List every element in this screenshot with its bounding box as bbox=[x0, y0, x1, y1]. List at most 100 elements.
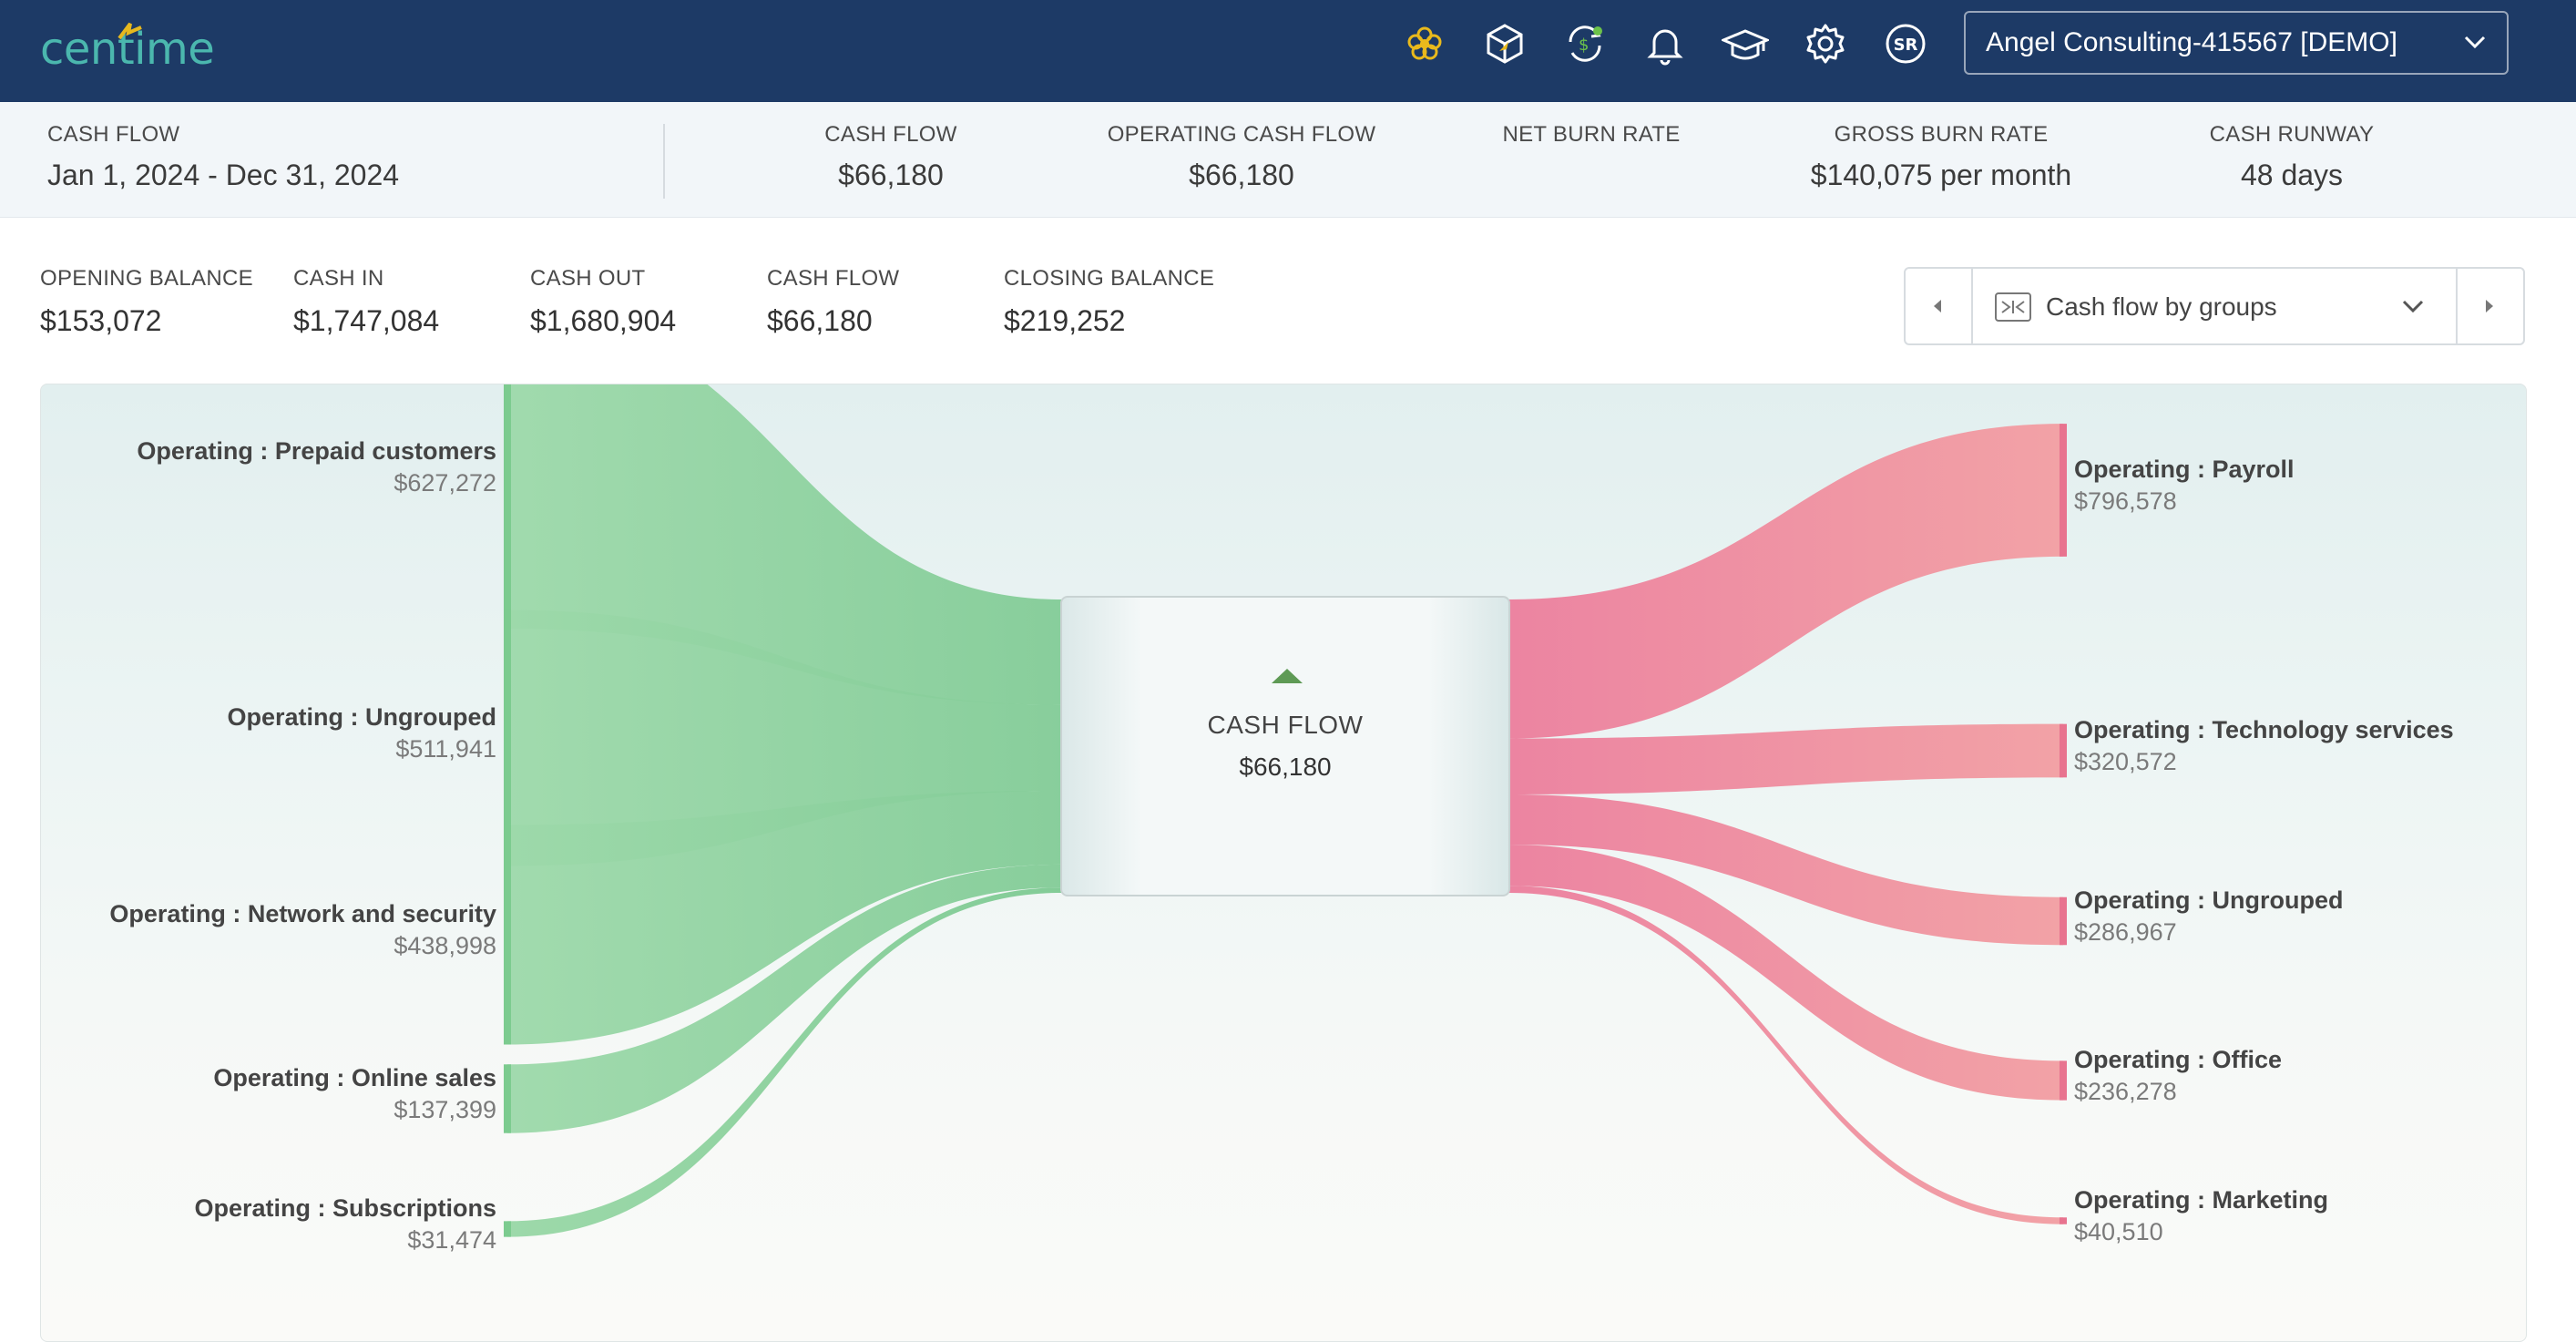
kpi-caption: NET BURN RATE bbox=[1502, 122, 1681, 147]
logo-mark-icon bbox=[118, 22, 142, 40]
gear-icon[interactable] bbox=[1802, 20, 1849, 67]
inflow-ribbon-4[interactable] bbox=[507, 864, 1062, 1133]
outflow-node-label[interactable]: Operating : Ungrouped $286,967 bbox=[2074, 886, 2343, 947]
outflow-node-label[interactable]: Operating : Technology services $320,572 bbox=[2074, 716, 2454, 776]
inflow-ribbon-5[interactable] bbox=[507, 887, 1062, 1237]
kpi-cash-flow: CASH FLOW $66,180 bbox=[824, 122, 956, 192]
svg-text:$: $ bbox=[1579, 36, 1589, 55]
node-value: $796,578 bbox=[2074, 487, 2177, 515]
balance-caption: CASH FLOW bbox=[767, 266, 900, 291]
company-select[interactable]: Angel Consulting-415567 [DEMO] bbox=[1964, 11, 2509, 75]
previous-view-button[interactable] bbox=[1906, 269, 1973, 343]
user-initials-icon[interactable]: SR bbox=[1882, 20, 1929, 67]
chevron-down-icon[interactable] bbox=[2401, 298, 2425, 314]
node-name: Operating : Technology services bbox=[2074, 716, 2454, 743]
kpi-caption: CASH RUNWAY bbox=[2209, 122, 2375, 147]
next-view-button[interactable] bbox=[2456, 269, 2523, 343]
caret-left-icon bbox=[1931, 298, 1944, 319]
node-value: $627,272 bbox=[394, 469, 496, 497]
node-name: Operating : Ungrouped bbox=[227, 703, 496, 731]
sankey-view-icon bbox=[1995, 292, 2031, 322]
kpi-value: $66,180 bbox=[1189, 159, 1294, 191]
center-caption: CASH FLOW bbox=[1207, 711, 1364, 739]
cube-icon[interactable] bbox=[1481, 20, 1528, 67]
inflow-ribbon-3[interactable] bbox=[507, 790, 1062, 1045]
kpi-gross-burn-rate: GROSS BURN RATE $140,075 per month bbox=[1811, 122, 2071, 192]
company-name: Angel Consulting-415567 [DEMO] bbox=[1986, 27, 2397, 57]
balance-value: $1,680,904 bbox=[530, 304, 677, 337]
inflow-node-bar bbox=[504, 1221, 511, 1237]
period-range: Jan 1, 2024 - Dec 31, 2024 bbox=[47, 159, 400, 191]
cash-flow-sankey-panel: CASH FLOW $66,180 Operating : Prepaid cu… bbox=[40, 384, 2527, 1342]
balance-caption: CASH IN bbox=[293, 266, 384, 291]
outflow-ribbon-2[interactable] bbox=[1508, 723, 2063, 795]
kpi-operating-cash-flow: OPERATING CASH FLOW $66,180 bbox=[1108, 122, 1376, 192]
period-caption: CASH FLOW bbox=[47, 122, 180, 147]
kpi-caption: OPERATING CASH FLOW bbox=[1107, 122, 1376, 147]
balance-value: $153,072 bbox=[40, 304, 162, 337]
outflow-ribbon-3[interactable] bbox=[1508, 794, 2063, 946]
summary-strip: CASH FLOW Jan 1, 2024 - Dec 31, 2024 CAS… bbox=[0, 102, 2576, 218]
sankey-chart bbox=[504, 384, 2067, 1237]
view-select[interactable]: Cash flow by groups bbox=[2046, 292, 2277, 321]
closing-balance: CLOSING BALANCE $219,252 bbox=[1004, 266, 1214, 338]
kpi-caption: CASH FLOW bbox=[824, 122, 957, 147]
inflow-node-label[interactable]: Operating : Online sales $137,399 bbox=[213, 1064, 496, 1124]
balance-caption: OPENING BALANCE bbox=[40, 266, 253, 291]
outflow-node-bar bbox=[2060, 424, 2067, 557]
node-name: Operating : Subscriptions bbox=[194, 1194, 496, 1222]
node-name: Operating : Online sales bbox=[213, 1064, 496, 1091]
node-value: $40,510 bbox=[2074, 1218, 2163, 1245]
inflow-node-bar bbox=[504, 610, 511, 866]
outflow-node-bar bbox=[2060, 723, 2067, 778]
balance-caption: CASH OUT bbox=[530, 266, 646, 291]
outflow-node-label[interactable]: Operating : Payroll $796,578 bbox=[2074, 456, 2295, 516]
period-summary: CASH FLOW Jan 1, 2024 - Dec 31, 2024 bbox=[47, 122, 399, 192]
bell-icon[interactable] bbox=[1641, 20, 1689, 67]
inflow-node-label[interactable]: Operating : Ungrouped $511,941 bbox=[228, 703, 496, 763]
outflow-ribbon-1[interactable] bbox=[1508, 424, 2063, 739]
node-value: $320,572 bbox=[2074, 748, 2177, 775]
balance-value: $1,747,084 bbox=[293, 304, 440, 337]
center-cash-flow-node[interactable]: CASH FLOW $66,180 bbox=[1060, 596, 1510, 896]
node-name: Operating : Network and security bbox=[109, 900, 496, 927]
summary-divider bbox=[663, 124, 665, 199]
node-name: Operating : Ungrouped bbox=[2074, 886, 2344, 914]
cash-flow: CASH FLOW $66,180 bbox=[767, 266, 899, 338]
svg-text:SR: SR bbox=[1894, 36, 1918, 55]
trend-up-icon bbox=[1272, 669, 1303, 683]
balance-value: $66,180 bbox=[767, 304, 873, 337]
view-switcher: Cash flow by groups bbox=[1904, 267, 2525, 345]
sync-dollar-icon[interactable]: $ bbox=[1561, 20, 1609, 67]
opening-balance: OPENING BALANCE $153,072 bbox=[40, 266, 253, 338]
center-value: $66,180 bbox=[1239, 753, 1332, 781]
caret-right-icon bbox=[2483, 298, 2496, 319]
kpi-value: $140,075 per month bbox=[1810, 159, 2072, 191]
node-name: Operating : Prepaid customers bbox=[137, 437, 496, 465]
outflow-node-label[interactable]: Operating : Marketing $40,510 bbox=[2074, 1186, 2328, 1246]
top-navigation-bar: centime $ bbox=[0, 0, 2576, 102]
inflow-node-label[interactable]: Operating : Subscriptions $31,474 bbox=[194, 1194, 496, 1255]
node-value: $438,998 bbox=[394, 932, 496, 959]
balance-value: $219,252 bbox=[1004, 304, 1126, 337]
outflow-node-label[interactable]: Operating : Office $236,278 bbox=[2074, 1046, 2282, 1106]
node-value: $236,278 bbox=[2074, 1078, 2177, 1105]
inflow-ribbon-2[interactable] bbox=[507, 610, 1062, 866]
node-value: $511,941 bbox=[395, 735, 496, 763]
flower-icon[interactable] bbox=[1401, 20, 1448, 67]
graduation-cap-icon[interactable] bbox=[1720, 20, 1771, 67]
balance-caption: CLOSING BALANCE bbox=[1004, 266, 1215, 291]
inflow-node-label[interactable]: Operating : Network and security $438,998 bbox=[109, 900, 496, 960]
chevron-down-icon bbox=[2464, 36, 2486, 49]
inflow-node-label[interactable]: Operating : Prepaid customers $627,272 bbox=[137, 437, 496, 497]
kpi-cash-runway: CASH RUNWAY 48 days bbox=[2210, 122, 2375, 192]
node-name: Operating : Payroll bbox=[2074, 456, 2295, 483]
node-value: $137,399 bbox=[394, 1096, 496, 1123]
node-value: $31,474 bbox=[407, 1226, 496, 1254]
inflow-node-bar bbox=[504, 1064, 511, 1133]
outflow-ribbon-4[interactable] bbox=[1508, 844, 2063, 1101]
kpi-value: 48 days bbox=[2240, 159, 2344, 191]
outflow-node-bar bbox=[2060, 1217, 2067, 1224]
node-name: Operating : Office bbox=[2074, 1046, 2283, 1073]
outflow-ribbon-5[interactable] bbox=[1508, 886, 2063, 1224]
